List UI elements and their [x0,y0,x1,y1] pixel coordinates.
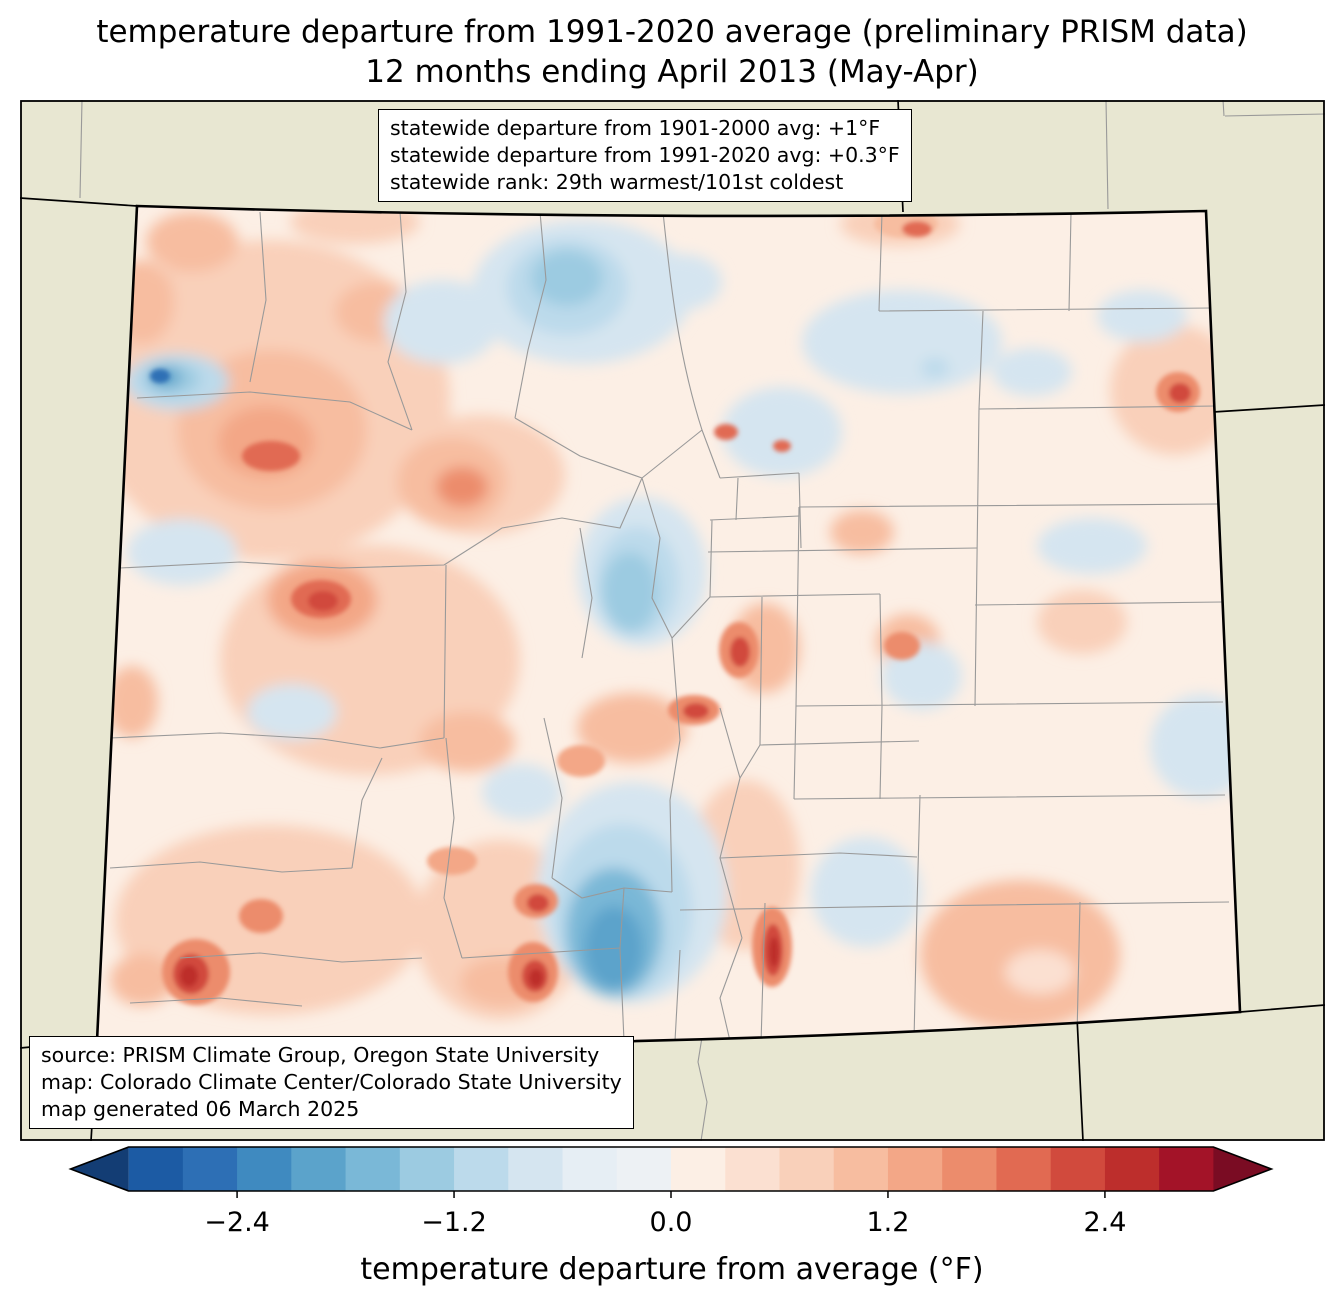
map-credit-line: map: Colorado Climate Center/Colorado St… [41,1070,622,1094]
colorbar-segment [887,1147,943,1191]
county-boundaries [109,211,1230,1045]
temperature-anomaly-hotspots [150,210,1200,1005]
colorbar-axis-label: temperature departure from average (°F) [360,1252,983,1287]
source-box: source: PRISM Climate Group, Oregon Stat… [29,1036,634,1129]
colorbar-segment [291,1147,347,1191]
colorbar-segment [833,1147,889,1191]
stats-line-1991-2020: statewide departure from 1991-2020 avg: … [390,143,900,167]
colorbar-segment [779,1147,835,1191]
colorbar-segment [454,1147,509,1191]
colorbar: −2.4 −1.2 0.0 1.2 2.4 temperature departure … [68,1146,1274,1287]
colorbar-segment [1159,1147,1214,1191]
colorbar-segment [182,1147,238,1191]
colorbar-tick-label: −2.4 [204,1207,270,1238]
colorado-anomaly-map [20,100,1325,1141]
colorbar-segment [1104,1147,1160,1191]
title-line-2: 12 months ending April 2013 (May-Apr) [365,54,979,90]
stats-line-1901-2000: statewide departure from 1901-2000 avg: … [390,116,881,140]
colorbar-tick-label: −1.2 [421,1207,487,1238]
colorbar-segment [399,1147,455,1191]
colorbar-tick-label: 0.0 [650,1207,693,1238]
colorbar-segment [996,1147,1052,1191]
neighbor-county-lines [79,100,1325,1141]
figure-title: temperature departure from 1991-2020 ave… [0,12,1344,92]
title-line-1: temperature departure from 1991-2020 ave… [96,14,1248,50]
colorbar-segment [128,1147,184,1191]
generated-line: map generated 06 March 2025 [41,1097,360,1121]
source-line: source: PRISM Climate Group, Oregon Stat… [41,1043,600,1067]
colorbar-segment [725,1147,781,1191]
stats-line-rank: statewide rank: 29th warmest/101st colde… [390,170,844,194]
colorbar-segment [508,1147,564,1191]
colorbar-outline [68,1146,1274,1192]
colorbar-segment [237,1147,292,1191]
map-frame [20,100,1325,1141]
map-canvas: statewide departure from 1901-2000 avg: … [20,100,1325,1141]
stats-box: statewide departure from 1901-2000 avg: … [378,109,912,202]
colorbar-tick-label: 1.2 [866,1207,909,1238]
colorbar-segment [616,1147,672,1191]
colorbar-segment [671,1147,726,1191]
colorbar-over-arrow [1213,1147,1272,1191]
colorbar-segment [345,1147,401,1191]
colorbar-segment [562,1147,618,1191]
colorbar-tick-label: 2.4 [1083,1207,1126,1238]
colorbar-under-arrow [70,1147,129,1191]
colorbar-segment [942,1147,998,1191]
colorbar-segment [1050,1147,1106,1191]
